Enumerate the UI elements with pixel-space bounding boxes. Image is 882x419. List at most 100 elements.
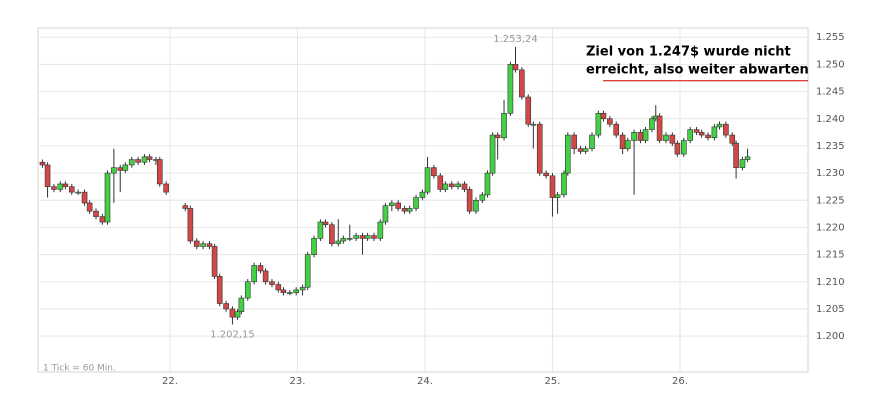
candle-body — [364, 235, 371, 239]
candle-body — [389, 202, 395, 207]
y-tick-label: 1.215 — [816, 250, 845, 261]
candle-body — [329, 224, 335, 245]
candle-body — [187, 208, 194, 242]
y-tick-label: 1.230 — [816, 168, 845, 179]
candle-body — [642, 129, 649, 141]
y-tick-label: 1.220 — [816, 222, 845, 233]
candle-body — [693, 129, 700, 133]
candle-body — [81, 191, 88, 204]
candle-body — [117, 167, 124, 171]
x-tick-label: 23. — [290, 376, 306, 387]
candle-body — [437, 175, 444, 190]
candle-body — [75, 191, 81, 194]
candle-body — [649, 118, 655, 130]
candle-body — [619, 134, 626, 149]
candle-body — [419, 191, 426, 198]
y-tick-label: 1.255 — [816, 32, 845, 43]
candle-body — [561, 172, 567, 196]
candle-body — [631, 132, 637, 141]
candle-body — [280, 289, 287, 293]
candle-body — [146, 156, 153, 160]
candle-body — [656, 115, 663, 141]
candle-body — [156, 159, 163, 185]
candle-body — [211, 246, 218, 277]
extreme-label: 1.253,24 — [493, 34, 538, 45]
candle-body — [674, 142, 681, 155]
candle-body — [413, 197, 419, 209]
candle-body — [359, 235, 366, 239]
candle-body — [424, 167, 431, 193]
candle-body — [711, 126, 718, 139]
x-tick-label: 22. — [162, 376, 178, 387]
y-tick-label: 1.200 — [816, 331, 845, 342]
candle-body — [554, 194, 561, 198]
candle-body — [406, 208, 413, 212]
y-tick-label: 1.240 — [816, 114, 845, 125]
candle-body — [494, 134, 501, 139]
candle-body — [442, 183, 449, 190]
candle-body — [371, 235, 377, 239]
candle-body — [600, 113, 607, 120]
candle-body — [262, 270, 269, 283]
x-tick-label: 25. — [545, 376, 561, 387]
candle-body — [244, 281, 251, 299]
candle-body — [729, 134, 736, 144]
candle-body — [322, 221, 329, 226]
candle-body — [93, 210, 99, 217]
candle-body — [304, 254, 311, 288]
candle-body — [251, 265, 257, 283]
candle-body — [705, 134, 711, 139]
y-tick-label: 1.225 — [816, 195, 845, 206]
candle-body — [234, 311, 241, 318]
candle-body — [564, 134, 571, 174]
candle-body — [269, 281, 275, 285]
candle-body — [293, 289, 299, 293]
candle-body — [111, 167, 117, 174]
y-tick-label: 1.250 — [816, 59, 845, 70]
candle-body — [182, 205, 189, 209]
candle-body — [637, 132, 644, 141]
x-tick-label: 26. — [672, 376, 688, 387]
candle-body — [739, 159, 746, 168]
candle-body — [104, 172, 111, 223]
candle-body — [431, 167, 437, 177]
candle-body — [44, 164, 51, 187]
candle-body — [624, 140, 631, 149]
y-tick-label: 1.210 — [816, 277, 845, 288]
candle-body — [698, 132, 705, 136]
candle-body — [716, 123, 723, 128]
candle-body — [377, 221, 384, 239]
candle-body — [595, 113, 602, 136]
candle-body — [382, 205, 389, 223]
candle-body — [448, 183, 455, 187]
candle-body — [135, 159, 141, 163]
candle-body — [466, 189, 473, 212]
candle-body — [128, 159, 135, 166]
candle-body — [62, 183, 69, 187]
candle-body — [86, 202, 93, 212]
candle-body — [299, 286, 306, 291]
candle-body — [275, 284, 282, 291]
candle-body — [507, 64, 514, 114]
candle-body — [669, 134, 676, 144]
candle-body — [613, 123, 620, 136]
candle-body — [663, 134, 669, 141]
candle-body — [200, 243, 206, 247]
candle-body — [473, 199, 479, 212]
candle-body — [530, 123, 537, 126]
candle-body — [206, 243, 213, 247]
candle-body — [571, 134, 577, 149]
candle-body — [39, 161, 46, 166]
y-tick-label: 1.235 — [816, 141, 845, 152]
candle-body — [353, 235, 359, 239]
candle-body — [317, 221, 324, 239]
candle-body — [141, 156, 148, 163]
candle-body — [238, 297, 245, 312]
candle-body — [287, 292, 293, 294]
candle-body — [744, 156, 751, 160]
candle-body — [484, 172, 491, 196]
y-tick-label: 1.245 — [816, 87, 845, 98]
candle-body — [479, 194, 486, 201]
